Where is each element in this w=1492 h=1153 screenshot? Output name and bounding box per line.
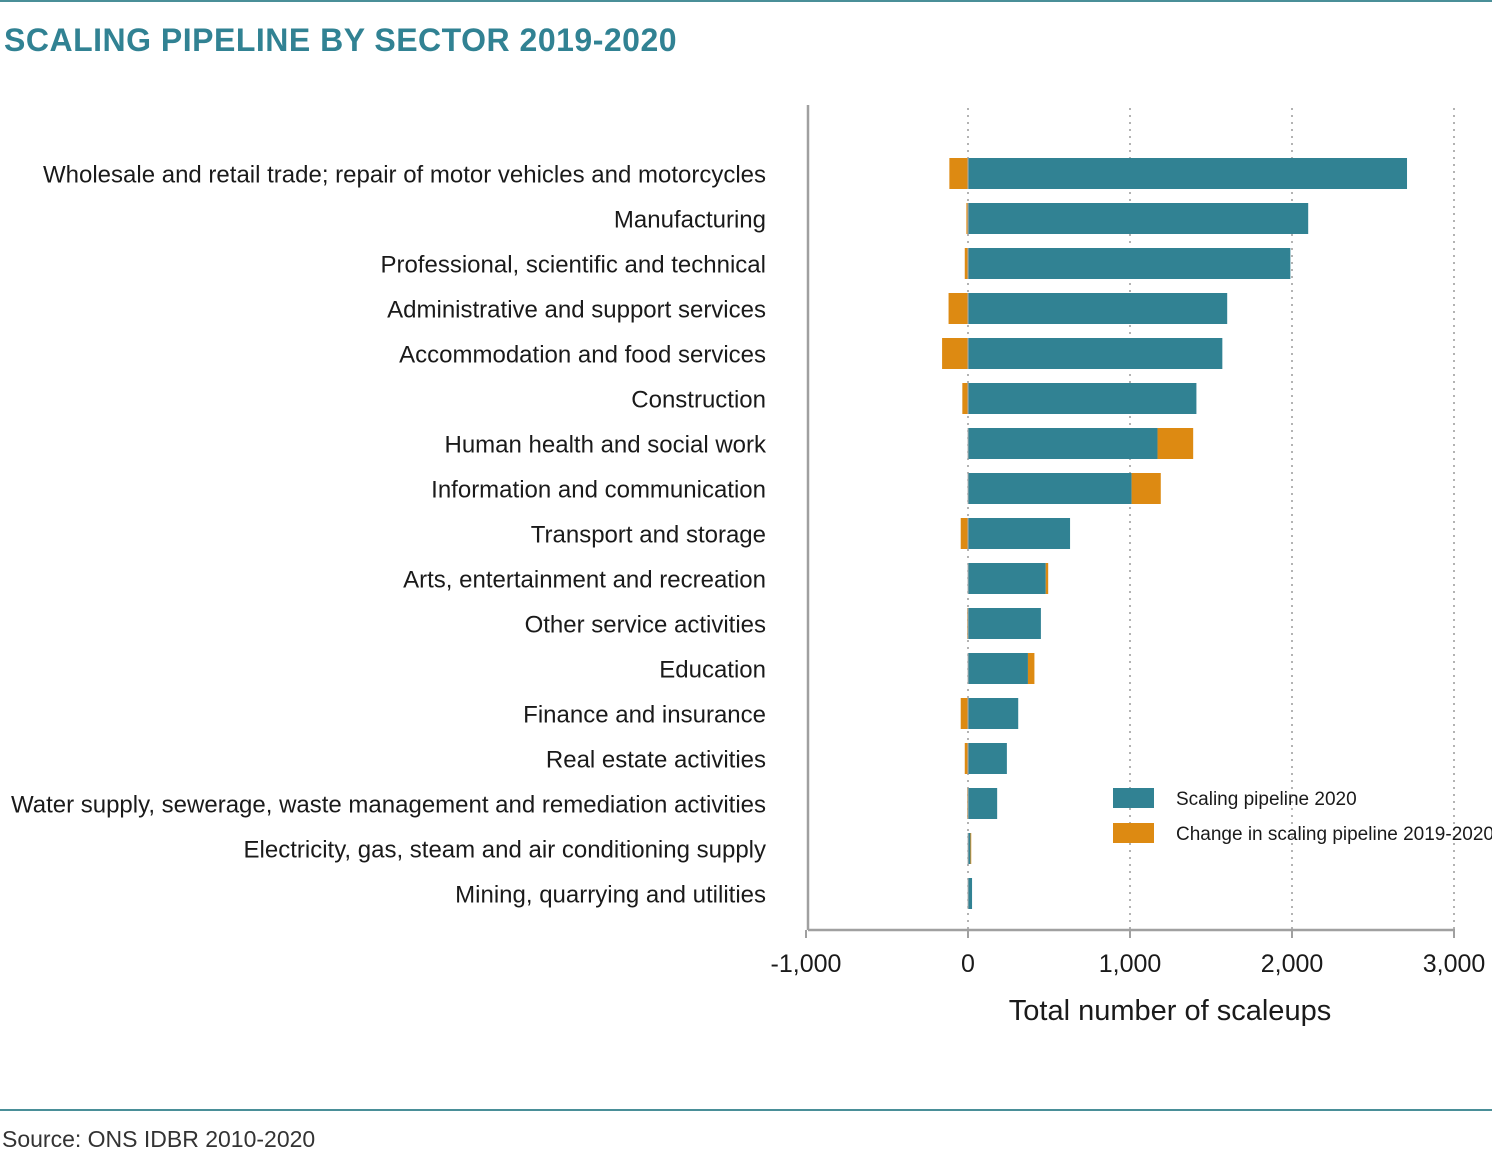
category-label: Construction (631, 387, 766, 414)
category-label: Human health and social work (444, 432, 767, 459)
bar-change-2019-2020 (949, 158, 968, 189)
bar-pipeline-2020 (968, 338, 1223, 369)
category-label: Administrative and support services (387, 297, 766, 324)
bar-pipeline-2020 (968, 833, 971, 864)
bar-pipeline-2020 (968, 428, 1158, 459)
bar-change-2019-2020 (964, 743, 968, 774)
bar-pipeline-2020 (968, 248, 1291, 279)
x-tick-label: 1,000 (1099, 950, 1162, 978)
chart-title: SCALING PIPELINE BY SECTOR 2019-2020 (4, 22, 678, 58)
source-note: Source: ONS IDBR 2010-2020 (2, 1126, 316, 1152)
category-label: Mining, quarrying and utilities (455, 882, 766, 909)
bar-pipeline-2020 (968, 473, 1132, 504)
bar-change-2019-2020 (942, 338, 968, 369)
bar-change-2019-2020 (948, 293, 968, 324)
bar-pipeline-2020 (968, 158, 1408, 189)
top-rule (0, 0, 1492, 2)
category-label: Accommodation and food services (399, 342, 766, 369)
category-label: Education (659, 657, 766, 684)
bottom-rule (0, 1109, 1492, 1111)
x-tick-label: 0 (961, 950, 975, 978)
bar-pipeline-2020 (968, 203, 1309, 234)
category-label: Professional, scientific and technical (380, 252, 766, 279)
bar-pipeline-2020 (968, 563, 1046, 594)
bar-pipeline-2020 (968, 608, 1041, 639)
category-label: Information and communication (431, 477, 766, 504)
bar-change-2019-2020 (960, 518, 968, 549)
category-label: Wholesale and retail trade; repair of mo… (43, 162, 766, 189)
category-label: Other service activities (525, 612, 766, 639)
x-tick-label: 2,000 (1261, 950, 1324, 978)
bar-pipeline-2020 (968, 698, 1019, 729)
category-label: Electricity, gas, steam and air conditio… (244, 837, 766, 864)
bar-change-2019-2020 (966, 203, 968, 234)
x-tick-label: -1,000 (771, 950, 842, 978)
bar-pipeline-2020 (968, 788, 998, 819)
bar-pipeline-2020 (968, 383, 1197, 414)
bar-pipeline-2020 (968, 743, 1007, 774)
bar-change-2019-2020 (1027, 653, 1035, 684)
bar-pipeline-2020 (968, 518, 1071, 549)
bar-change-2019-2020 (1131, 473, 1161, 504)
chart-area: Wholesale and retail trade; repair of mo… (11, 105, 1492, 1027)
category-label: Finance and insurance (523, 702, 766, 729)
legend-swatch-change (1113, 823, 1154, 843)
legend-swatch-pipeline (1113, 788, 1154, 808)
category-label: Real estate activities (546, 747, 766, 774)
bar-change-2019-2020 (960, 698, 968, 729)
bar-pipeline-2020 (968, 653, 1028, 684)
category-label: Arts, entertainment and recreation (403, 567, 766, 594)
x-tick-label: 3,000 (1423, 950, 1486, 978)
bar-pipeline-2020 (968, 293, 1228, 324)
category-label: Manufacturing (614, 207, 766, 234)
bar-change-2019-2020 (970, 833, 972, 864)
legend-label-pipeline: Scaling pipeline 2020 (1176, 789, 1357, 810)
bar-pipeline-2020 (968, 878, 973, 909)
bar-change-2019-2020 (962, 383, 968, 414)
bar-change-2019-2020 (964, 248, 968, 279)
category-label: Water supply, sewerage, waste management… (11, 792, 766, 819)
category-label: Transport and storage (531, 522, 766, 549)
bar-change-2019-2020 (1045, 563, 1049, 594)
bar-change-2019-2020 (1157, 428, 1194, 459)
x-axis-label: Total number of scaleups (1009, 995, 1331, 1027)
legend-label-change: Change in scaling pipeline 2019-2020 (1176, 824, 1492, 845)
